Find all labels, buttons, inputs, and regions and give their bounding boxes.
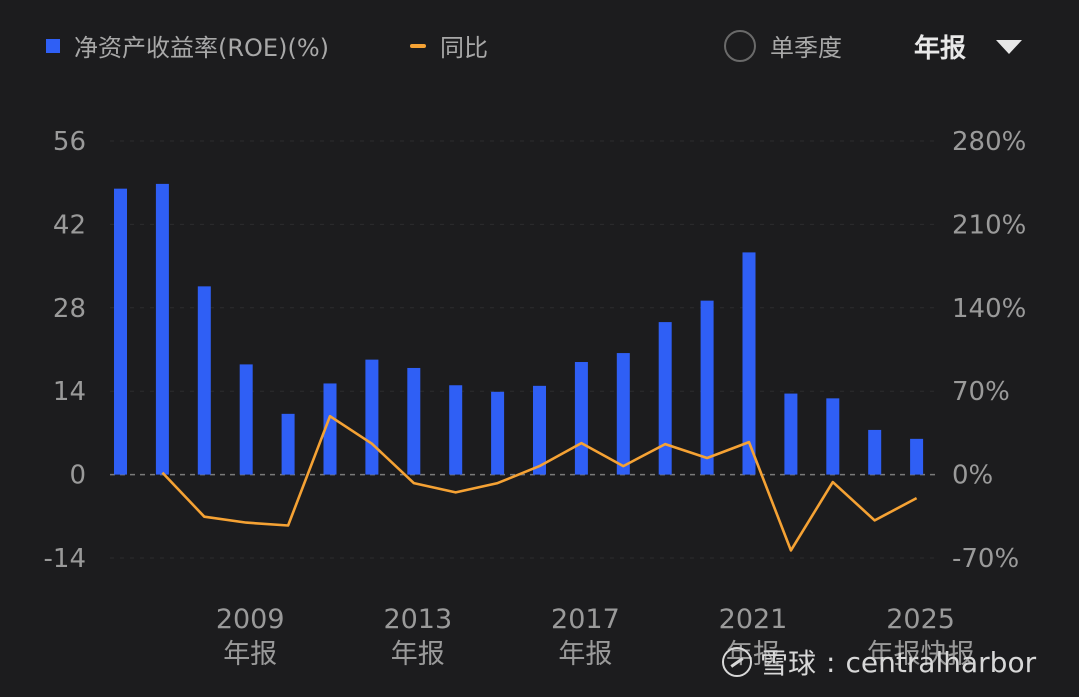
single-quarter-label: 单季度 (770, 34, 842, 62)
roe-bar (365, 359, 379, 475)
watermark: 雪球 : centralharbor (722, 642, 1036, 682)
x-tick-label-period: 年报快报 (867, 639, 975, 670)
roe-bar (533, 385, 546, 475)
roe-bar (910, 438, 924, 475)
roe-bar (114, 188, 127, 475)
roe-bar (323, 383, 337, 475)
watermark-separator: : (826, 645, 836, 679)
roe-bar (239, 364, 253, 475)
grid-lines (110, 140, 935, 559)
radio-circle-icon[interactable] (724, 29, 756, 62)
roe-bar (197, 286, 211, 475)
roe-bar (491, 391, 505, 475)
yoy-line-layer (161, 414, 918, 552)
legend-swatch-yoy (410, 43, 426, 48)
x-tick-label-period: 年报 (391, 639, 445, 670)
legend-item-roe[interactable]: 净资产收益率(ROE)(%) (46, 28, 329, 63)
y-right-tick-label: 210% (952, 210, 1026, 240)
y-right-tick-label: 0% (952, 461, 993, 491)
period-label: 年报 (914, 34, 967, 64)
roe-bar (155, 183, 169, 475)
x-tick-label-period: 年报 (558, 639, 612, 670)
y-left-tick-label: 56 (53, 127, 86, 157)
watermark-user: centralharbor (845, 645, 1037, 679)
yoy-line (161, 414, 918, 552)
x-tick-label-period: 年报 (223, 639, 277, 670)
x-tick-label-year: 2013 (383, 604, 452, 635)
y-right-tick-label: 70% (952, 377, 1010, 407)
y-axis-right: 280% 210% 140% 70% 0% -70% (952, 127, 1026, 574)
y-right-tick-label: 280% (952, 127, 1026, 157)
x-tick-label-year: 2025 (886, 604, 955, 635)
y-right-tick-label: 140% (952, 294, 1026, 324)
roe-bar (616, 353, 630, 475)
y-left-tick-label: 28 (53, 294, 86, 324)
x-tick-label-year: 2017 (551, 604, 620, 635)
y-left-tick-label: 0 (69, 461, 86, 491)
roe-bar (742, 252, 756, 475)
roe-bar (784, 393, 798, 475)
roe-bar (826, 398, 840, 475)
roe-bar (449, 385, 463, 475)
y-right-tick-label: -70% (952, 544, 1019, 574)
single-quarter-toggle[interactable]: 单季度 (724, 28, 842, 63)
roe-bar (658, 322, 672, 475)
period-dropdown[interactable]: 年报 (914, 28, 1023, 65)
roe-bars (114, 183, 924, 475)
y-left-tick-label: 14 (53, 377, 86, 407)
y-axis-left: 56 42 28 14 0 -14 (44, 127, 86, 574)
caret-down-icon (996, 39, 1023, 54)
roe-bar (700, 300, 714, 475)
legend-item-yoy[interactable]: 同比 (410, 28, 488, 63)
legend-label-roe: 净资产收益率(ROE)(%) (74, 34, 329, 62)
xueqiu-logo-icon (722, 647, 752, 677)
roe-bar (281, 413, 295, 475)
roe-bar (407, 367, 421, 475)
x-tick-label-year: 2021 (719, 604, 788, 635)
y-left-tick-label: 42 (53, 210, 86, 240)
x-tick-label-year: 2009 (216, 604, 285, 635)
roe-bar (574, 362, 588, 475)
legend-swatch-roe (46, 38, 60, 53)
roe-bar (868, 429, 882, 475)
watermark-site: 雪球 (760, 647, 817, 680)
legend-label-yoy: 同比 (440, 34, 488, 62)
y-left-tick-label: -14 (44, 544, 86, 574)
